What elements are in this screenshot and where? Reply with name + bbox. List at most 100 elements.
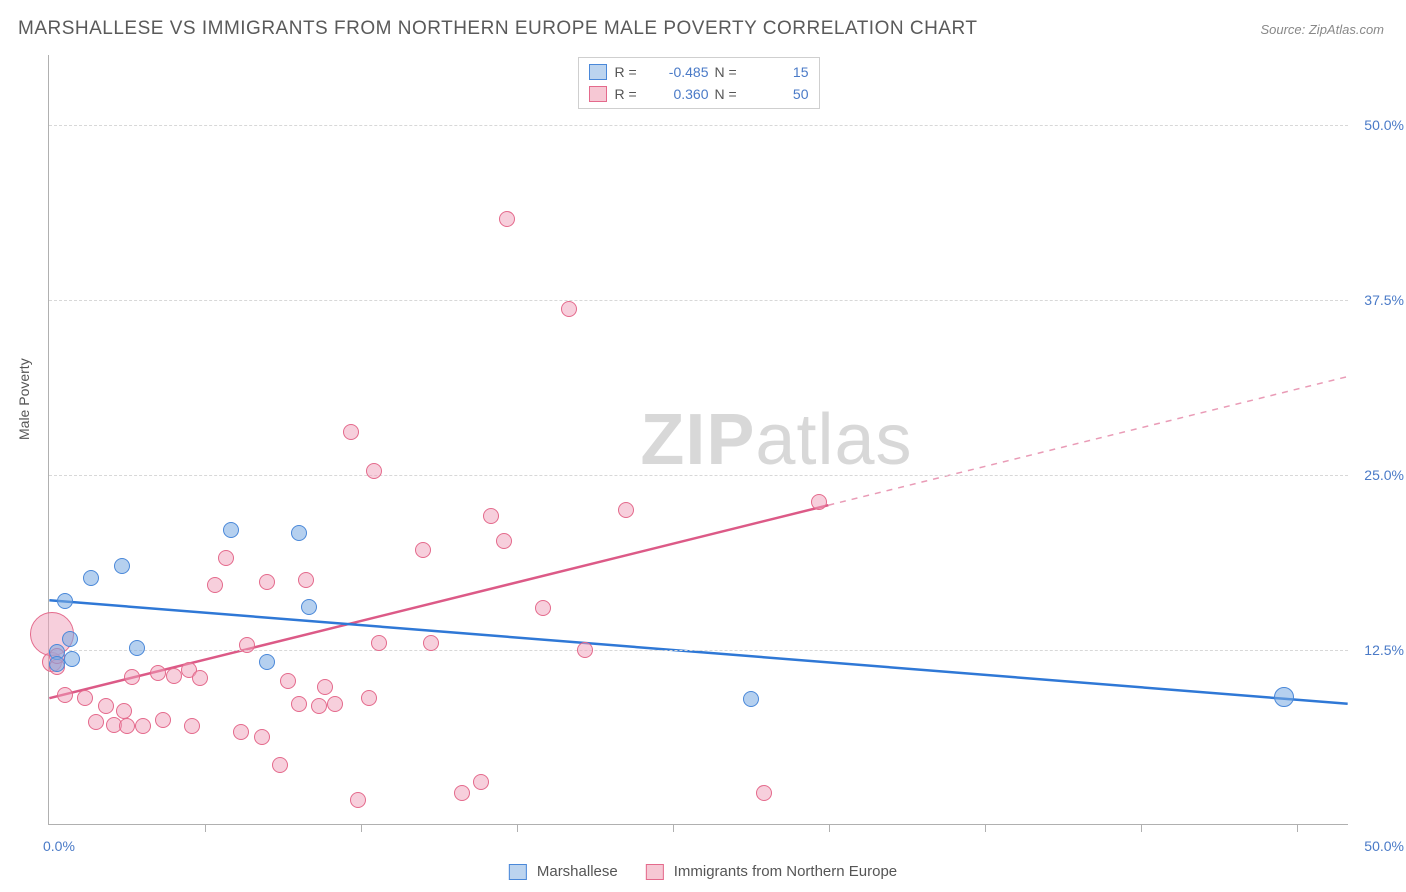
scatter-point xyxy=(327,696,343,712)
source-label: Source: ZipAtlas.com xyxy=(1260,22,1384,37)
r-label: R = xyxy=(615,64,647,80)
x-tick xyxy=(1297,824,1298,832)
x-tick xyxy=(829,824,830,832)
scatter-point xyxy=(239,637,255,653)
x-tick xyxy=(1141,824,1142,832)
gridline xyxy=(49,475,1348,476)
scatter-point xyxy=(1274,687,1294,707)
scatter-point xyxy=(454,785,470,801)
scatter-point xyxy=(280,673,296,689)
legend-row-pink: R = 0.360 N = 50 xyxy=(589,83,809,105)
swatch-blue xyxy=(589,64,607,80)
x-tick xyxy=(673,824,674,832)
swatch-blue xyxy=(509,864,527,880)
n-label: N = xyxy=(715,64,747,80)
scatter-point xyxy=(561,301,577,317)
scatter-point xyxy=(535,600,551,616)
scatter-point xyxy=(184,718,200,734)
x-tick xyxy=(361,824,362,832)
scatter-point xyxy=(317,679,333,695)
scatter-point xyxy=(259,574,275,590)
gridline xyxy=(49,125,1348,126)
scatter-point xyxy=(83,570,99,586)
chart-title: MARSHALLESE VS IMMIGRANTS FROM NORTHERN … xyxy=(18,18,977,40)
plot-area: ZIPatlas R = -0.485 N = 15 R = 0.360 N =… xyxy=(48,55,1348,825)
y-tick-label: 12.5% xyxy=(1364,642,1404,658)
scatter-point xyxy=(618,502,634,518)
scatter-point xyxy=(291,525,307,541)
scatter-point xyxy=(233,724,249,740)
scatter-point xyxy=(57,593,73,609)
swatch-pink xyxy=(646,864,664,880)
scatter-point xyxy=(473,774,489,790)
scatter-point xyxy=(366,463,382,479)
n-label: N = xyxy=(715,86,747,102)
scatter-point xyxy=(423,635,439,651)
n-value-blue: 15 xyxy=(753,64,809,80)
scatter-point xyxy=(496,533,512,549)
legend-item-pink: Immigrants from Northern Europe xyxy=(646,863,897,880)
legend-item-blue: Marshallese xyxy=(509,863,618,880)
r-label: R = xyxy=(615,86,647,102)
r-value-blue: -0.485 xyxy=(653,64,709,80)
series-name-pink: Immigrants from Northern Europe xyxy=(674,863,897,880)
scatter-point xyxy=(272,757,288,773)
scatter-point xyxy=(350,792,366,808)
scatter-point xyxy=(291,696,307,712)
scatter-point xyxy=(415,542,431,558)
legend-row-blue: R = -0.485 N = 15 xyxy=(589,61,809,83)
scatter-point xyxy=(155,712,171,728)
n-value-pink: 50 xyxy=(753,86,809,102)
scatter-point xyxy=(301,599,317,615)
scatter-point xyxy=(223,522,239,538)
scatter-point xyxy=(361,690,377,706)
scatter-point xyxy=(64,651,80,667)
scatter-point xyxy=(577,642,593,658)
x-tick xyxy=(985,824,986,832)
scatter-point xyxy=(135,718,151,734)
legend-correlation: R = -0.485 N = 15 R = 0.360 N = 50 xyxy=(578,57,820,109)
scatter-point xyxy=(298,572,314,588)
y-tick-label: 25.0% xyxy=(1364,467,1404,483)
scatter-point xyxy=(116,703,132,719)
r-value-pink: 0.360 xyxy=(653,86,709,102)
y-tick-label: 50.0% xyxy=(1364,117,1404,133)
scatter-point xyxy=(62,631,78,647)
scatter-point xyxy=(483,508,499,524)
scatter-point xyxy=(371,635,387,651)
trend-lines xyxy=(49,55,1348,824)
trend-line-solid xyxy=(49,505,828,698)
scatter-point xyxy=(743,691,759,707)
scatter-point xyxy=(192,670,208,686)
scatter-point xyxy=(756,785,772,801)
x-axis-max-label: 50.0% xyxy=(1364,838,1404,854)
scatter-point xyxy=(259,654,275,670)
scatter-point xyxy=(218,550,234,566)
series-name-blue: Marshallese xyxy=(537,863,618,880)
scatter-point xyxy=(114,558,130,574)
scatter-point xyxy=(57,687,73,703)
x-axis-min-label: 0.0% xyxy=(43,838,75,854)
trend-line-dashed xyxy=(828,377,1347,506)
scatter-point xyxy=(124,669,140,685)
scatter-point xyxy=(49,656,65,672)
scatter-point xyxy=(129,640,145,656)
swatch-pink xyxy=(589,86,607,102)
x-tick xyxy=(205,824,206,832)
x-tick xyxy=(517,824,518,832)
scatter-point xyxy=(254,729,270,745)
scatter-point xyxy=(166,668,182,684)
scatter-point xyxy=(77,690,93,706)
scatter-point xyxy=(119,718,135,734)
legend-series: Marshallese Immigrants from Northern Eur… xyxy=(509,863,897,880)
scatter-point xyxy=(150,665,166,681)
scatter-point xyxy=(343,424,359,440)
y-axis-title: Male Poverty xyxy=(16,358,32,440)
scatter-point xyxy=(499,211,515,227)
scatter-point xyxy=(207,577,223,593)
scatter-point xyxy=(311,698,327,714)
scatter-point xyxy=(811,494,827,510)
scatter-point xyxy=(88,714,104,730)
gridline xyxy=(49,300,1348,301)
y-tick-label: 37.5% xyxy=(1364,292,1404,308)
